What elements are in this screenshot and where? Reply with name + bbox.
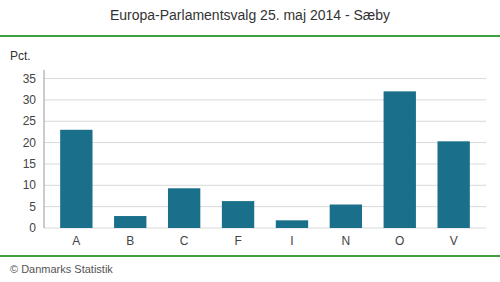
bars	[60, 91, 470, 228]
y-tick-label: 5	[29, 200, 36, 214]
y-axis-label: Pct.	[10, 49, 31, 63]
x-tick-label: I	[290, 234, 293, 248]
bar	[384, 91, 416, 228]
x-tick-label: N	[342, 234, 351, 248]
bar	[437, 141, 469, 228]
grid-line	[44, 185, 486, 186]
bar	[222, 201, 254, 228]
bar	[276, 220, 308, 228]
x-tick-label: A	[72, 234, 80, 248]
grid-line	[44, 78, 486, 79]
bar	[168, 188, 200, 228]
y-tick-label: 20	[23, 136, 37, 150]
grid	[44, 79, 486, 228]
bar	[60, 130, 92, 228]
x-tick-label: C	[180, 234, 189, 248]
title-rule	[0, 35, 500, 37]
grid-line	[44, 228, 486, 229]
y-tick-label: 35	[23, 72, 37, 86]
grid-line	[44, 121, 486, 122]
x-tick-label: O	[395, 234, 404, 248]
y-tick-label: 30	[23, 93, 37, 107]
y-axis-line	[44, 70, 45, 228]
x-tick-label: F	[234, 234, 241, 248]
x-tick-label: V	[450, 234, 458, 248]
y-tick-label: 25	[23, 114, 37, 128]
y-tick-label: 0	[29, 221, 36, 235]
grid-line	[44, 206, 486, 207]
grid-line	[44, 99, 486, 100]
grid-line	[44, 163, 486, 164]
bar	[114, 216, 146, 228]
chart-container: Europa-Parlamentsvalg 25. maj 2014 - Sæb…	[0, 0, 500, 282]
grid-line	[44, 142, 486, 143]
footer: © Danmarks Statistik	[10, 263, 113, 275]
title: Europa-Parlamentsvalg 25. maj 2014 - Sæb…	[110, 7, 390, 23]
bar	[330, 205, 362, 228]
footer-rule	[0, 255, 500, 257]
chart: Europa-Parlamentsvalg 25. maj 2014 - Sæb…	[0, 0, 500, 282]
y-tick-label: 10	[23, 178, 37, 192]
x-tick-label: B	[126, 234, 134, 248]
y-tick-label: 15	[23, 157, 37, 171]
